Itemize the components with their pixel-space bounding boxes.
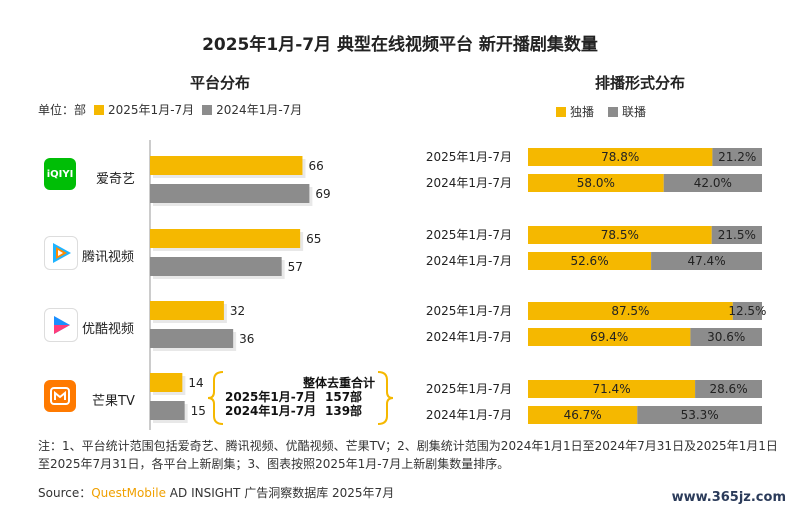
bar-value-label: 32 (230, 304, 245, 318)
joint-percent-label: 21.2% (718, 150, 756, 164)
row-label: 2025年1月-7月 (426, 382, 512, 396)
platform-name-tencent: 腾讯视频 (82, 250, 135, 265)
joint-percent-label: 53.3% (681, 408, 719, 422)
bar-value-label: 36 (239, 332, 254, 346)
joint-percent-label: 47.4% (687, 254, 725, 268)
joint-percent-label: 42.0% (694, 176, 732, 190)
exclusive-percent-label: 52.6% (570, 254, 608, 268)
stacked-bar-exclusive (528, 328, 691, 346)
stacked-bar-joint (711, 226, 762, 244)
stacked-bar-exclusive (528, 148, 713, 166)
source-rest: AD INSIGHT 广告洞察数据库 2025年7月 (165, 486, 395, 500)
dedup-header: 整体去重合计 (302, 376, 375, 390)
row-label: 2024年1月-7月 (426, 254, 512, 268)
dedup-row: 2025年1月-7月 157部 (225, 390, 385, 404)
bar-2024 (150, 257, 282, 276)
exclusive-percent-label: 87.5% (611, 304, 649, 318)
source-line: Source：QuestMobile AD INSIGHT 广告洞察数据库 20… (38, 484, 394, 501)
row-label: 2025年1月-7月 (426, 150, 512, 164)
stacked-bar-joint (651, 252, 762, 270)
bar-value-label: 57 (288, 260, 303, 274)
joint-percent-label: 12.5% (728, 304, 766, 318)
exclusive-percent-label: 78.5% (601, 228, 639, 242)
right-legend: 独播 联播 (548, 103, 646, 120)
platform-name-youku: 优酷视频 (82, 322, 135, 337)
dedup-value: 157部 (325, 390, 363, 404)
right-brace (377, 371, 394, 425)
row-label: 2025年1月-7月 (426, 304, 512, 318)
bar-value-label: 15 (191, 404, 206, 418)
joint-percent-label: 21.5% (718, 228, 756, 242)
row-label: 2025年1月-7月 (426, 228, 512, 242)
right-panel-subtitle: 排播形式分布 (594, 74, 685, 92)
legend-swatch-2024 (202, 104, 213, 115)
youku-logo-icon (44, 308, 78, 342)
bar-2025 (150, 229, 301, 248)
row-label: 2024年1月-7月 (426, 408, 512, 422)
stacked-bar-joint (690, 328, 762, 346)
exclusive-percent-label: 46.7% (564, 408, 602, 422)
joint-percent-label: 30.6% (707, 330, 745, 344)
unit-label: 单位：部 (38, 103, 87, 117)
exclusive-percent-label: 58.0% (577, 176, 615, 190)
stacked-bar-exclusive (528, 380, 696, 398)
exclusive-percent-label: 78.8% (601, 150, 639, 164)
bar-2025 (150, 301, 224, 320)
bar-2025 (150, 156, 303, 175)
mango-tv-logo-icon (44, 380, 76, 412)
bar-value-label: 65 (306, 232, 321, 246)
stacked-bar-exclusive (528, 226, 712, 244)
legend-swatch-exclusive (556, 106, 566, 117)
legend-label-2024: 2024年1月-7月 (216, 103, 303, 117)
platform-name-iqiyi: 爱奇艺 (96, 172, 136, 187)
stacked-bar-exclusive (528, 406, 638, 424)
bar-2024 (150, 329, 234, 348)
bar-value-label: 66 (308, 159, 323, 173)
stacked-bar-exclusive (528, 174, 664, 192)
dedup-row: 2024年1月-7月 139部 (225, 404, 385, 418)
dedup-total-box: 整体去重合计 2025年1月-7月 157部 2024年1月-7月 139部 (225, 376, 385, 418)
stacked-bar-joint (732, 302, 762, 320)
left-panel-subtitle: 平台分布 (189, 74, 250, 92)
dedup-period: 2024年1月-7月 (225, 404, 317, 418)
main-title: 2025年1月-7月 典型在线视频平台 新开播剧集数量 (202, 35, 598, 55)
bar-value-label: 14 (188, 376, 203, 390)
bar-2024 (150, 401, 185, 420)
stacked-bar-exclusive (528, 302, 733, 320)
iqiyi-logo-text: iQIYI (46, 168, 74, 180)
legend-label-2025: 2025年1月-7月 (108, 103, 195, 117)
left-legend: 单位：部 2025年1月-7月 2024年1月-7月 (38, 101, 302, 118)
bar-2024 (150, 184, 310, 203)
bar-value-label: 69 (315, 187, 330, 201)
exclusive-percent-label: 71.4% (592, 382, 630, 396)
stacked-bar-joint (712, 148, 762, 166)
platform-name-mango: 芒果TV (92, 394, 135, 409)
stacked-bar-joint (637, 406, 762, 424)
row-label: 2024年1月-7月 (426, 176, 512, 190)
legend-label-exclusive: 独播 (570, 105, 595, 119)
bar-2025 (150, 373, 183, 392)
iqiyi-logo-icon: iQIYI (44, 158, 76, 190)
dedup-period: 2025年1月-7月 (225, 390, 317, 404)
source-brand: QuestMobile (91, 486, 166, 500)
dedup-value: 139部 (325, 404, 363, 418)
stacked-bar-joint (695, 380, 762, 398)
legend-swatch-joint (608, 106, 619, 117)
left-brace (207, 371, 224, 425)
footnotes: 注：1、平台统计范围包括爱奇艺、腾讯视频、优酷视频、芒果TV；2、剧集统计范围为… (38, 439, 778, 471)
stacked-bar-exclusive (528, 252, 652, 270)
tencent-video-logo-icon (44, 236, 78, 270)
source-prefix: Source： (38, 486, 92, 500)
exclusive-percent-label: 69.4% (590, 330, 628, 344)
stacked-bar-joint (663, 174, 762, 192)
site-watermark: www.365jz.com (671, 490, 786, 505)
row-label: 2024年1月-7月 (426, 330, 512, 344)
joint-percent-label: 28.6% (709, 382, 747, 396)
legend-swatch-2025 (94, 104, 105, 115)
legend-label-joint: 联播 (622, 105, 647, 119)
